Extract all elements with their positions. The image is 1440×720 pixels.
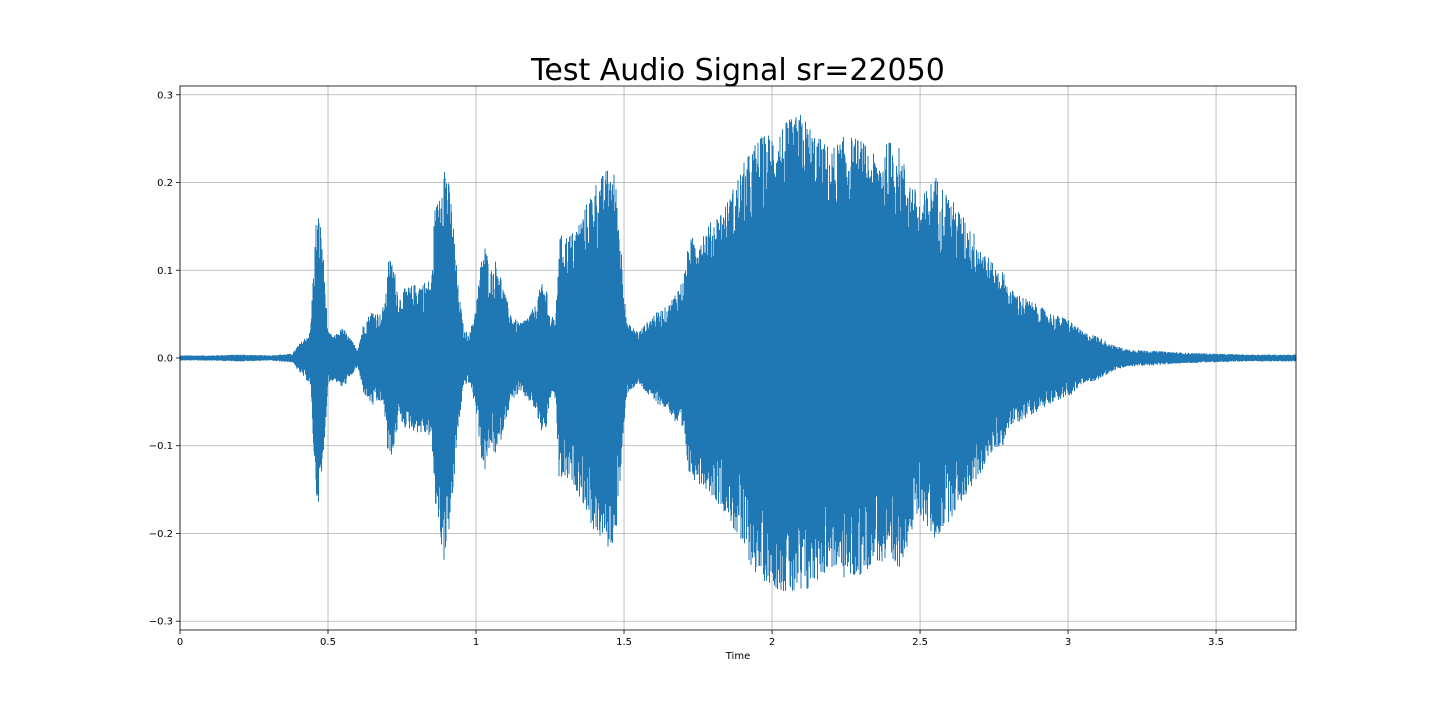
waveform-series <box>179 114 1297 591</box>
y-tick-label: 0.3 <box>157 90 173 101</box>
y-tick-label: −0.1 <box>149 441 173 452</box>
x-tick-label: 1.5 <box>616 637 632 648</box>
x-tick-label: 2 <box>769 637 775 648</box>
x-tick-label: 3 <box>1065 637 1071 648</box>
x-axis-ticks: 0 0.5 1 1.5 2 2.5 3 3.5 <box>177 630 1224 648</box>
y-tick-label: 0.0 <box>157 354 173 365</box>
x-axis-label: Time <box>725 651 750 662</box>
y-tick-label: 0.2 <box>157 178 173 189</box>
x-tick-label: 0 <box>177 637 183 648</box>
y-tick-label: 0.1 <box>157 266 173 277</box>
x-tick-label: 2.5 <box>912 637 928 648</box>
chart-title: Test Audio Signal sr=22050 <box>530 53 945 88</box>
y-axis-ticks: 0.3 0.2 0.1 0.0 −0.1 −0.2 −0.3 <box>149 90 180 628</box>
x-tick-label: 3.5 <box>1208 637 1224 648</box>
x-tick-label: 1 <box>473 637 479 648</box>
waveform-core-area <box>180 210 1296 506</box>
y-tick-label: −0.3 <box>149 617 173 628</box>
x-tick-label: 0.5 <box>320 637 336 648</box>
y-tick-label: −0.2 <box>149 529 173 540</box>
